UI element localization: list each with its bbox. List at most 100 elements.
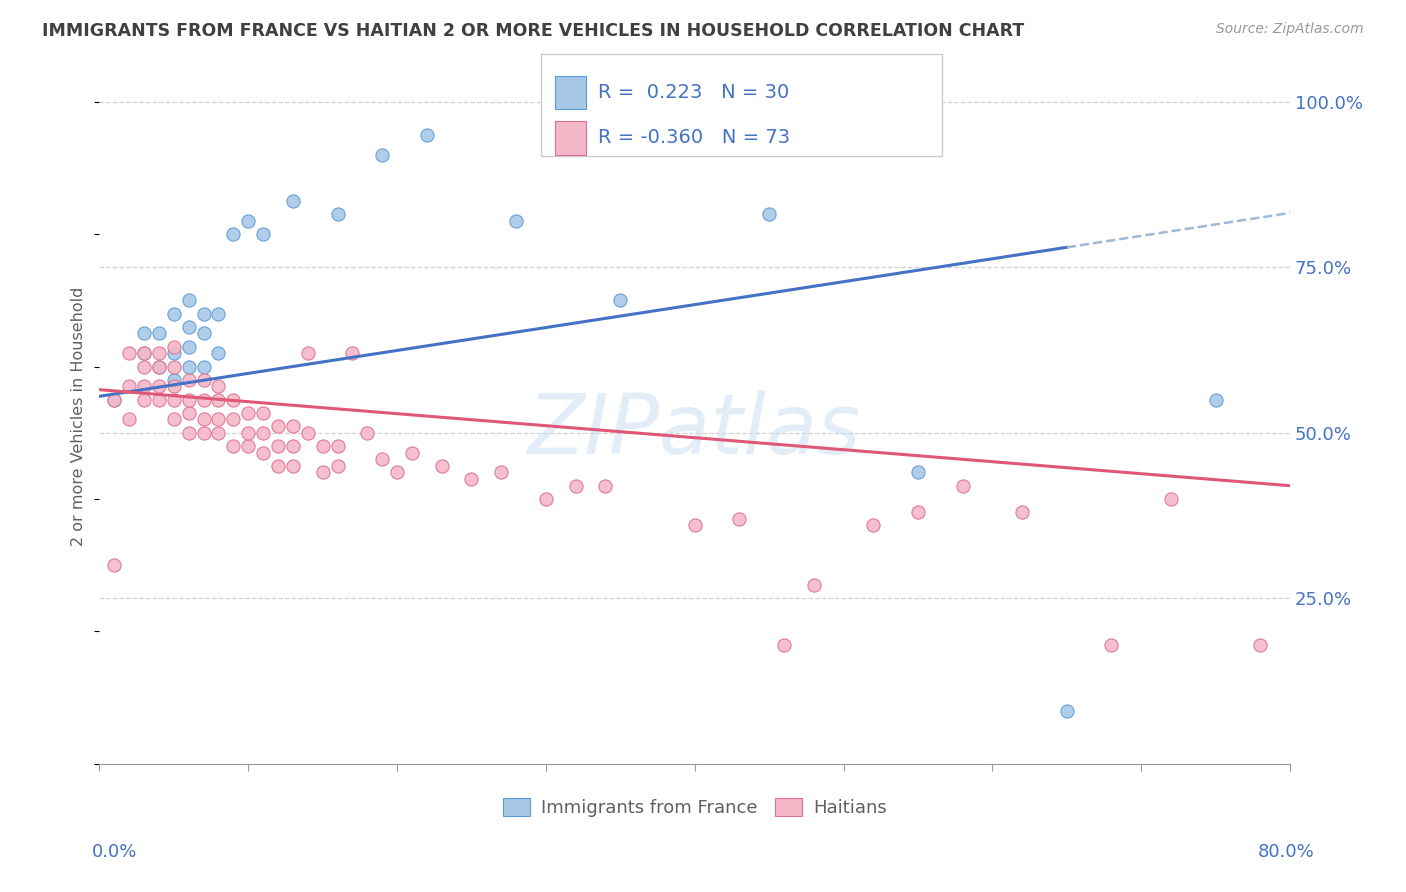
Point	[356, 425, 378, 440]
Point	[281, 439, 304, 453]
Point	[281, 194, 304, 208]
Point	[177, 392, 200, 407]
Point	[326, 207, 349, 221]
Point	[683, 518, 706, 533]
Point	[163, 306, 186, 320]
Point	[207, 379, 229, 393]
Point	[177, 319, 200, 334]
Point	[238, 214, 260, 228]
Text: R = -0.360   N = 73: R = -0.360 N = 73	[598, 128, 790, 147]
Point	[163, 392, 186, 407]
Point	[267, 439, 290, 453]
Point	[148, 359, 170, 374]
Point	[297, 425, 319, 440]
Point	[460, 472, 482, 486]
Point	[326, 458, 349, 473]
Point	[148, 326, 170, 341]
Point	[222, 392, 245, 407]
Point	[238, 406, 260, 420]
Point	[177, 406, 200, 420]
Point	[238, 439, 260, 453]
Point	[163, 379, 186, 393]
Point	[103, 392, 125, 407]
Point	[132, 379, 155, 393]
Point	[118, 412, 141, 426]
Point	[148, 392, 170, 407]
Point	[177, 373, 200, 387]
Legend: Immigrants from France, Haitians: Immigrants from France, Haitians	[495, 791, 894, 824]
Point	[430, 458, 453, 473]
Point	[297, 346, 319, 360]
Point	[177, 425, 200, 440]
Point	[148, 346, 170, 360]
Point	[311, 439, 333, 453]
Point	[118, 346, 141, 360]
Point	[803, 578, 825, 592]
Point	[163, 412, 186, 426]
Point	[132, 346, 155, 360]
Point	[103, 392, 125, 407]
Text: ZIPatlas: ZIPatlas	[527, 390, 862, 471]
Point	[416, 128, 439, 142]
Point	[326, 439, 349, 453]
Point	[534, 491, 557, 506]
Point	[342, 346, 364, 360]
Point	[193, 412, 215, 426]
Point	[1056, 704, 1078, 718]
Point	[1160, 491, 1182, 506]
Y-axis label: 2 or more Vehicles in Household: 2 or more Vehicles in Household	[72, 286, 86, 546]
Point	[862, 518, 884, 533]
Point	[163, 373, 186, 387]
Point	[177, 359, 200, 374]
Point	[252, 227, 274, 241]
Point	[505, 214, 527, 228]
Point	[207, 425, 229, 440]
Text: 0.0%: 0.0%	[91, 843, 136, 861]
Point	[267, 419, 290, 434]
Text: R =  0.223   N = 30: R = 0.223 N = 30	[598, 83, 789, 102]
Point	[564, 479, 586, 493]
Point	[163, 359, 186, 374]
Point	[193, 392, 215, 407]
Point	[103, 558, 125, 573]
Point	[385, 466, 408, 480]
Point	[163, 340, 186, 354]
Point	[177, 293, 200, 308]
Point	[207, 392, 229, 407]
Point	[252, 425, 274, 440]
Point	[148, 359, 170, 374]
Point	[132, 359, 155, 374]
Point	[238, 425, 260, 440]
Point	[281, 458, 304, 473]
Point	[177, 340, 200, 354]
Point	[1099, 638, 1122, 652]
Point	[193, 425, 215, 440]
Point	[1205, 392, 1227, 407]
Point	[907, 466, 929, 480]
Point	[132, 346, 155, 360]
Text: Source: ZipAtlas.com: Source: ZipAtlas.com	[1216, 22, 1364, 37]
Point	[1011, 505, 1033, 519]
Point	[207, 306, 229, 320]
Point	[758, 207, 780, 221]
Point	[311, 466, 333, 480]
Point	[952, 479, 974, 493]
Point	[207, 346, 229, 360]
Point	[773, 638, 796, 652]
Text: 80.0%: 80.0%	[1258, 843, 1315, 861]
Point	[907, 505, 929, 519]
Point	[401, 445, 423, 459]
Text: IMMIGRANTS FROM FRANCE VS HAITIAN 2 OR MORE VEHICLES IN HOUSEHOLD CORRELATION CH: IMMIGRANTS FROM FRANCE VS HAITIAN 2 OR M…	[42, 22, 1025, 40]
Point	[193, 326, 215, 341]
Point	[595, 479, 617, 493]
Point	[609, 293, 631, 308]
Point	[207, 412, 229, 426]
Point	[222, 439, 245, 453]
Point	[163, 346, 186, 360]
Point	[281, 419, 304, 434]
Point	[371, 147, 394, 161]
Point	[728, 512, 751, 526]
Point	[267, 458, 290, 473]
Point	[132, 326, 155, 341]
Point	[491, 466, 513, 480]
